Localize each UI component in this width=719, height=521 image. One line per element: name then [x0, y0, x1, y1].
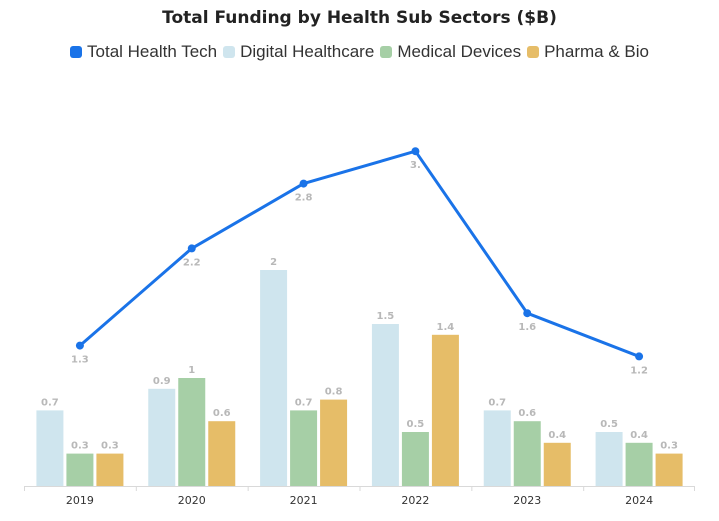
chart-legend: Total Health Tech Digital Healthcare Med…	[0, 42, 719, 62]
bar-digital-healthcare-2024[interactable]	[595, 432, 623, 486]
bar-medical-devices-2019[interactable]	[66, 453, 94, 486]
bar-digital-healthcare-2020[interactable]	[148, 388, 176, 486]
legend-swatch-digital-healthcare	[223, 46, 236, 58]
data-label-total-health-tech-2023: 1.6	[518, 322, 536, 333]
point-total-health-tech-2022[interactable]	[411, 147, 420, 156]
point-total-health-tech-2020[interactable]	[187, 244, 196, 253]
point-total-health-tech-2024[interactable]	[635, 352, 644, 361]
data-label-medical-devices-2019: 0.3	[71, 441, 89, 452]
x-tick-label-2021: 2021	[290, 494, 318, 507]
data-label-total-health-tech-2021: 2.8	[295, 193, 313, 204]
data-label-pharma-bio-2022: 1.4	[437, 322, 455, 333]
x-tick-label-2022: 2022	[401, 494, 429, 507]
point-total-health-tech-2021[interactable]	[299, 179, 308, 188]
legend-label-total-health-tech: Total Health Tech	[87, 42, 218, 61]
point-total-health-tech-2019[interactable]	[75, 341, 84, 350]
data-label-pharma-bio-2021: 0.8	[325, 387, 343, 398]
data-label-medical-devices-2021: 0.7	[295, 397, 313, 408]
legend-item-total-health-tech[interactable]: Total Health Tech	[70, 42, 217, 62]
data-label-total-health-tech-2019: 1.3	[71, 355, 89, 366]
bar-medical-devices-2022[interactable]	[401, 432, 429, 486]
bar-digital-healthcare-2023[interactable]	[483, 410, 511, 486]
data-label-digital-healthcare-2020: 0.9	[153, 376, 171, 387]
data-label-digital-healthcare-2019: 0.7	[41, 397, 59, 408]
data-label-digital-healthcare-2022: 1.5	[377, 311, 395, 322]
x-tick-label-2019: 2019	[66, 494, 94, 507]
bar-pharma-bio-2019[interactable]	[96, 453, 124, 486]
line-total-health-tech	[78, 149, 640, 358]
data-label-pharma-bio-2019: 0.3	[101, 441, 119, 452]
bar-digital-healthcare-2019[interactable]	[36, 410, 64, 486]
data-label-total-health-tech-2022: 3.	[410, 160, 421, 171]
legend-item-pharma-bio[interactable]: Pharma & Bio	[527, 42, 649, 62]
legend-swatch-total-health-tech	[70, 46, 83, 58]
data-label-digital-healthcare-2021: 2	[270, 257, 277, 268]
data-label-total-health-tech-2020: 2.2	[183, 257, 201, 268]
bar-pharma-bio-2024[interactable]	[655, 453, 683, 486]
chart-title: Total Funding by Health Sub Sectors ($B)	[162, 8, 557, 28]
x-tick-label-2020: 2020	[178, 494, 206, 507]
legend-item-medical-devices[interactable]: Medical Devices	[380, 42, 521, 62]
data-label-total-health-tech-2024: 1.2	[630, 365, 648, 376]
data-label-medical-devices-2022: 0.5	[407, 419, 425, 430]
data-label-pharma-bio-2020: 0.6	[213, 408, 231, 419]
bar-digital-healthcare-2021[interactable]	[260, 270, 288, 486]
bar-medical-devices-2020[interactable]	[178, 378, 206, 486]
legend-swatch-medical-devices	[380, 46, 393, 58]
x-tick-label-2023: 2023	[513, 494, 541, 507]
data-label-digital-healthcare-2024: 0.5	[600, 419, 618, 430]
legend-label-medical-devices: Medical Devices	[397, 42, 522, 61]
data-label-pharma-bio-2023: 0.4	[548, 430, 566, 441]
bar-pharma-bio-2023[interactable]	[543, 442, 571, 486]
bar-medical-devices-2021[interactable]	[290, 410, 318, 486]
point-total-health-tech-2023[interactable]	[523, 309, 532, 318]
data-label-medical-devices-2024: 0.4	[630, 430, 648, 441]
legend-item-digital-healthcare[interactable]: Digital Healthcare	[223, 42, 374, 62]
data-label-medical-devices-2020: 1	[188, 365, 195, 376]
bar-pharma-bio-2020[interactable]	[208, 421, 236, 486]
bar-digital-healthcare-2022[interactable]	[371, 324, 399, 486]
x-tick-label-2024: 2024	[625, 494, 653, 507]
legend-label-digital-healthcare: Digital Healthcare	[240, 42, 375, 61]
bar-pharma-bio-2022[interactable]	[431, 334, 459, 486]
bar-medical-devices-2024[interactable]	[625, 442, 653, 486]
legend-swatch-pharma-bio	[527, 46, 540, 58]
data-label-medical-devices-2023: 0.6	[518, 408, 536, 419]
bar-pharma-bio-2021[interactable]	[320, 399, 348, 486]
bar-medical-devices-2023[interactable]	[513, 421, 541, 486]
data-label-digital-healthcare-2023: 0.7	[488, 397, 506, 408]
legend-label-pharma-bio: Pharma & Bio	[544, 42, 649, 61]
data-label-pharma-bio-2024: 0.3	[660, 441, 678, 452]
